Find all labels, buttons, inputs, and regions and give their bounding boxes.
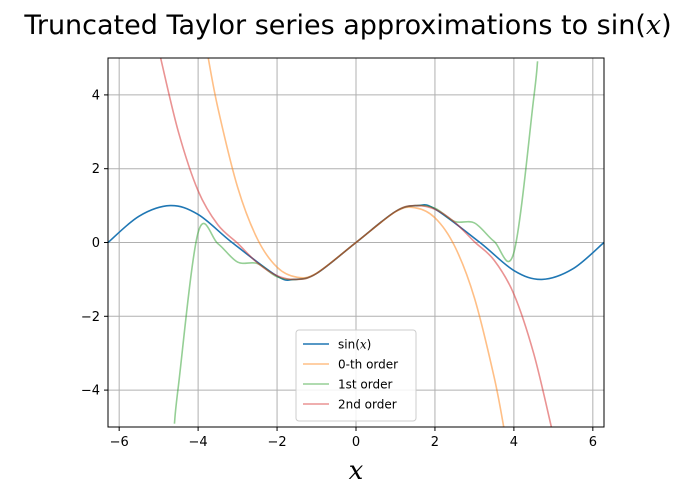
- y-tick-label: 2: [92, 162, 100, 177]
- series-line-3: [159, 58, 553, 427]
- chart-title: Truncated Taylor series approximations t…: [23, 10, 671, 41]
- legend-label: 1st order: [338, 378, 392, 392]
- x-tick-label: −4: [189, 435, 208, 450]
- x-tick-label: 0: [352, 435, 360, 450]
- legend-label: 0-th order: [338, 358, 398, 372]
- legend-label: sin(x): [338, 338, 371, 352]
- legend-label: 2nd order: [338, 398, 397, 412]
- x-tick-label: 4: [510, 435, 518, 450]
- axis-ticks: −6 −4 −2 0 2 4 6 −4 −2 0 2 4: [81, 88, 597, 450]
- y-tick-label: −2: [81, 310, 100, 325]
- x-axis-label: x: [349, 456, 364, 486]
- y-tick-label: −4: [81, 384, 100, 399]
- series-lines: [108, 58, 604, 427]
- grid: [108, 58, 604, 427]
- y-tick-label: 4: [92, 88, 100, 103]
- x-tick-label: 2: [431, 435, 439, 450]
- legend: sin(x) 0-th order 1st order 2nd order: [295, 329, 417, 422]
- legend-box: [295, 329, 417, 422]
- x-tick-label: 6: [589, 435, 597, 450]
- x-tick-label: −2: [267, 435, 286, 450]
- y-tick-label: 0: [92, 236, 100, 251]
- x-tick-label: −6: [110, 435, 129, 450]
